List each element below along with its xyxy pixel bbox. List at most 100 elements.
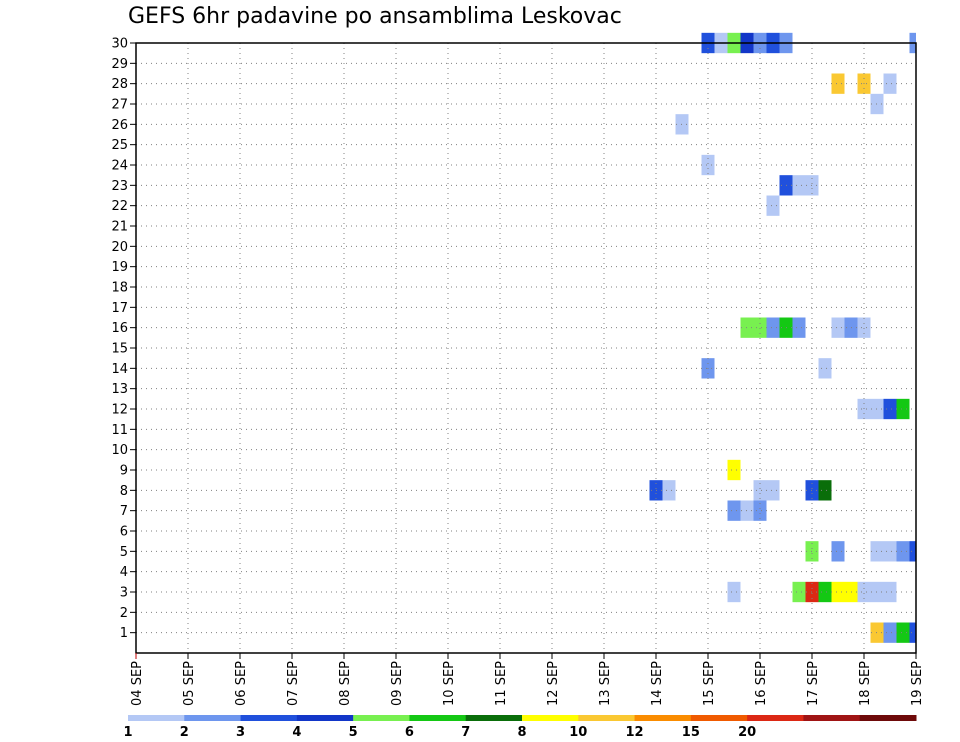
heatmap-cell <box>883 73 897 94</box>
colorbar-swatch <box>240 715 298 721</box>
heatmap-cell <box>896 541 910 562</box>
heatmap-cell <box>701 154 715 176</box>
heatmap-cell <box>727 581 741 603</box>
y-tick-label: 16 <box>111 321 128 336</box>
colorbar-label: 3 <box>236 725 245 740</box>
x-tick-label: 16 SEP <box>754 661 769 706</box>
x-tick-label: 06 SEP <box>234 661 249 706</box>
heatmap-cell <box>831 317 845 338</box>
colorbar-label: 8 <box>517 725 526 740</box>
y-tick-label: 4 <box>120 565 128 580</box>
y-tick-label: 28 <box>111 77 128 92</box>
heatmap-cell <box>818 358 832 379</box>
x-axis: 04 SEP 05 SEP 06 SEP 07 SEP 08 SEP 09 SEP 10 S… <box>130 653 925 706</box>
colorbar-swatch <box>465 715 523 721</box>
colorbar-label: 15 <box>682 725 700 740</box>
colorbar-label: 20 <box>738 725 756 740</box>
x-tick-label: 07 SEP <box>286 661 301 706</box>
x-tick-label: 10 SEP <box>442 661 457 706</box>
x-tick-label: 04 SEP <box>130 661 145 706</box>
colorbar-swatch <box>353 715 410 721</box>
colorbar-label: 1 <box>123 725 132 740</box>
heatmap-cell <box>818 581 832 603</box>
heatmap-cell <box>883 581 897 603</box>
x-tick-label: 14 SEP <box>650 661 665 706</box>
colorbar-swatch <box>128 715 185 721</box>
heatmap-cell <box>909 622 916 643</box>
grid-lines <box>136 43 916 653</box>
y-tick-label: 3 <box>120 586 128 601</box>
y-tick-label: 18 <box>111 281 128 296</box>
y-tick-label: 10 <box>111 443 128 458</box>
heatmap-cell <box>831 541 845 562</box>
heatmap-cell <box>883 398 897 420</box>
y-tick-label: 22 <box>111 199 128 214</box>
heatmap-cell <box>727 500 741 521</box>
heatmap-cell <box>857 581 871 603</box>
heatmap-cell <box>766 195 780 216</box>
y-tick-label: 14 <box>111 362 128 377</box>
colorbar-swatch <box>409 715 467 721</box>
y-axis: 1234567891011121314151617181920212223242… <box>111 37 136 641</box>
y-tick-label: 2 <box>120 606 128 621</box>
x-tick-label: 11 SEP <box>494 661 509 706</box>
x-tick-label: 19 SEP <box>910 661 925 706</box>
y-tick-label: 26 <box>111 118 128 133</box>
colorbar-label: 10 <box>569 725 587 740</box>
y-tick-label: 5 <box>120 545 128 560</box>
heatmap-cell <box>909 541 916 562</box>
chart-title: GEFS 6hr padavine po ansamblima Leskovac <box>128 4 622 29</box>
x-tick-label: 08 SEP <box>338 661 353 706</box>
heatmap-cell <box>753 500 767 521</box>
x-tick-label: 09 SEP <box>390 661 405 706</box>
colorbar-label: 5 <box>349 725 358 740</box>
heatmap-cell <box>753 480 767 501</box>
colorbar-swatch <box>184 715 242 721</box>
y-tick-label: 12 <box>111 403 128 418</box>
x-tick-label: 17 SEP <box>806 661 821 706</box>
y-tick-label: 13 <box>111 382 128 397</box>
heatmap-cell <box>753 317 767 338</box>
y-tick-label: 20 <box>111 240 128 255</box>
y-tick-label: 27 <box>111 98 128 113</box>
colorbar-swatch <box>522 715 579 721</box>
heatmap-cell <box>766 317 780 338</box>
heatmap-cell <box>831 73 845 94</box>
heatmap-cell <box>818 480 832 501</box>
colorbar-swatch <box>296 715 354 721</box>
colorbar-swatch <box>690 715 748 721</box>
heatmap-cell <box>792 581 806 603</box>
heatmap-cell <box>766 480 780 501</box>
x-tick-label: 13 SEP <box>598 661 613 706</box>
x-tick-label: 12 SEP <box>546 661 561 706</box>
colorbar-label: 2 <box>180 725 189 740</box>
heatmap-cell <box>883 622 897 643</box>
data-cells <box>649 32 916 643</box>
y-tick-label: 11 <box>111 423 128 438</box>
colorbar-label: 7 <box>461 725 470 740</box>
y-tick-label: 24 <box>111 159 128 174</box>
colorbar-swatch <box>803 715 861 721</box>
colorbar-label: 4 <box>292 725 301 740</box>
y-tick-label: 25 <box>111 138 128 153</box>
heatmap-cell <box>831 581 845 603</box>
y-tick-label: 17 <box>111 301 128 316</box>
y-tick-label: 29 <box>111 57 128 72</box>
heatmap-cell <box>883 541 897 562</box>
y-tick-label: 15 <box>111 342 128 357</box>
heatmap-cell <box>857 317 871 338</box>
heatmap-cell <box>896 622 910 643</box>
colorbar-swatch <box>747 715 804 721</box>
colorbar-legend: 1 2 3 4 5 6 7 8 10 12 15 20 <box>123 715 917 740</box>
colorbar-swatch <box>578 715 636 721</box>
heatmap-cell <box>792 175 806 196</box>
colorbar-label: 6 <box>405 725 414 740</box>
y-tick-label: 6 <box>120 525 128 540</box>
y-tick-label: 1 <box>120 626 128 641</box>
y-tick-label: 30 <box>111 37 128 52</box>
x-tick-label: 18 SEP <box>858 661 873 706</box>
colorbar-label: 12 <box>626 725 644 740</box>
heatmap-cell <box>662 480 676 501</box>
y-tick-label: 7 <box>120 504 128 519</box>
